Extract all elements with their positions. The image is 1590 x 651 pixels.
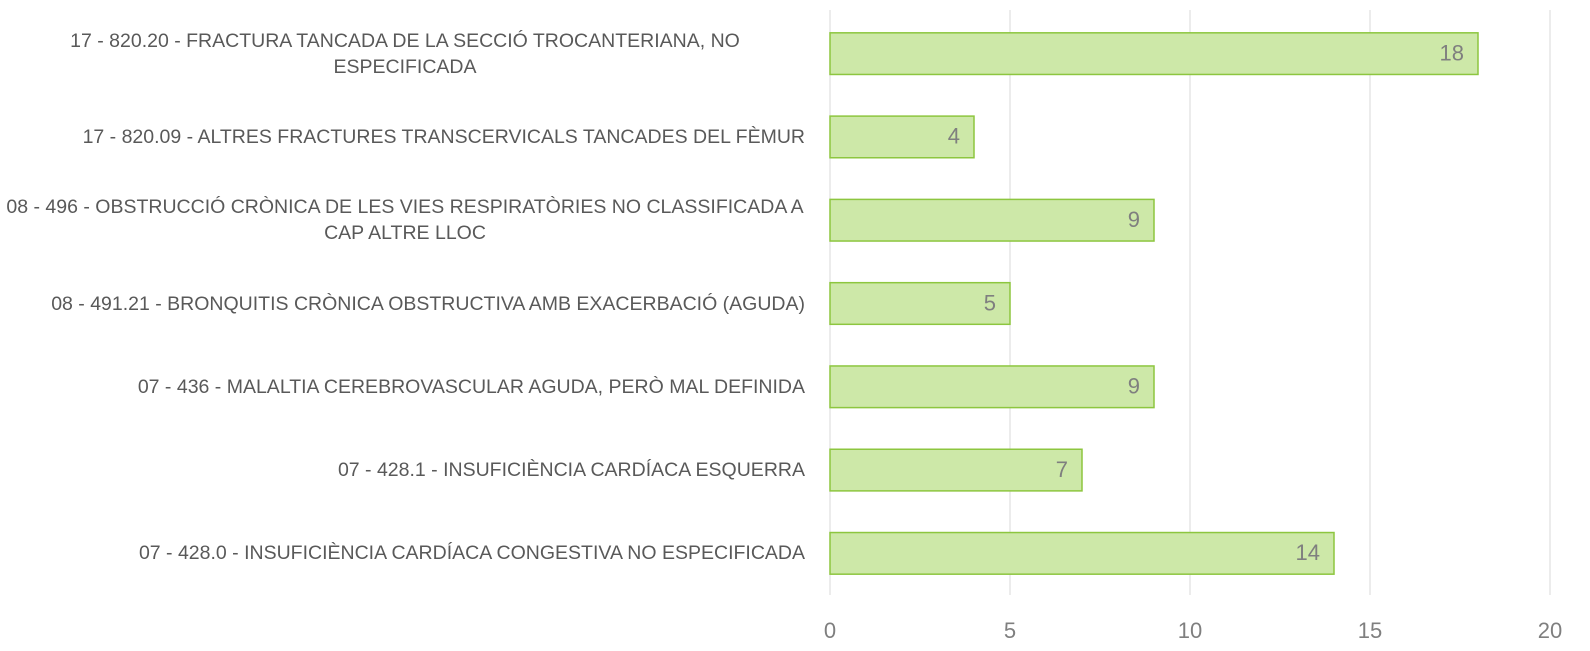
value-label: 7 (1056, 457, 1068, 482)
value-label: 9 (1128, 374, 1140, 399)
value-label: 4 (948, 124, 960, 149)
value-label: 9 (1128, 207, 1140, 232)
y-tick-label: 07 - 428.1 - INSUFICIÈNCIA CARDÍACA ESQU… (337, 459, 805, 482)
y-tick-label: 07 - 436 - MALALTIA CEREBROVASCULAR AGUD… (137, 375, 805, 398)
x-tick-label: 15 (1358, 618, 1382, 643)
category-label-box: 17 - 820.20 - FRACTURA TANCADA DE LA SEC… (5, 28, 805, 80)
y-tick-label: 08 - 491.21 - BRONQUITIS CRÒNICA OBSTRUC… (51, 292, 805, 315)
bar (829, 198, 1155, 242)
y-tick-label: 17 - 820.20 - FRACTURA TANCADA DE LA SEC… (70, 29, 740, 78)
y-tick-label: 08 - 496 - OBSTRUCCIÓ CRÒNICA DE LES VIE… (6, 196, 804, 245)
category-label-box: 07 - 428.1 - INSUFICIÈNCIA CARDÍACA ESQU… (5, 457, 805, 483)
y-tick-label: 17 - 820.09 - ALTRES FRACTURES TRANSCERV… (82, 125, 805, 148)
category-label-box: 17 - 820.09 - ALTRES FRACTURES TRANSCERV… (5, 124, 805, 150)
x-tick-label: 0 (824, 618, 836, 643)
bar (829, 531, 1335, 575)
bar (829, 448, 1083, 492)
category-label-box: 08 - 496 - OBSTRUCCIÓ CRÒNICA DE LES VIE… (5, 194, 805, 246)
y-tick-label: 07 - 428.0 - INSUFICIÈNCIA CARDÍACA CONG… (138, 542, 805, 565)
bar (829, 115, 975, 159)
category-label-box: 07 - 436 - MALALTIA CEREBROVASCULAR AGUD… (5, 374, 805, 400)
category-label-box: 07 - 428.0 - INSUFICIÈNCIA CARDÍACA CONG… (5, 540, 805, 566)
bar (829, 32, 1479, 76)
value-label: 5 (984, 290, 996, 315)
value-label: 18 (1440, 40, 1464, 65)
x-tick-label: 5 (1004, 618, 1016, 643)
category-label-box: 08 - 491.21 - BRONQUITIS CRÒNICA OBSTRUC… (5, 291, 805, 317)
value-label: 14 (1296, 540, 1320, 565)
bar (829, 365, 1155, 409)
bar (829, 281, 1011, 326)
x-tick-label: 10 (1178, 618, 1202, 643)
x-tick-label: 20 (1538, 618, 1562, 643)
